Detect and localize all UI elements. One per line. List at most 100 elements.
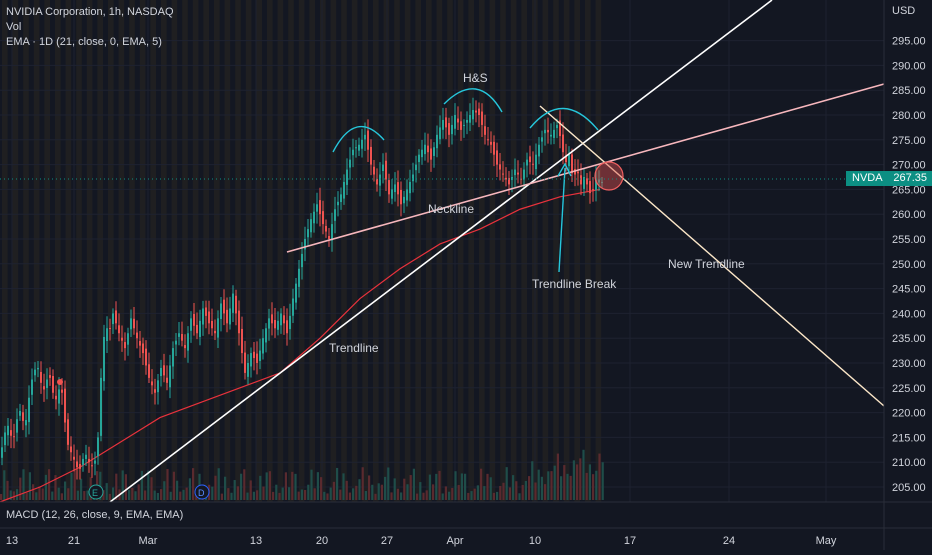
volume-bar (435, 473, 438, 500)
volume-bar (374, 493, 377, 500)
candle-body (223, 299, 225, 314)
volume-bar (188, 478, 191, 500)
legend-title[interactable]: NVIDIA Corporation, 1h, NASDAQ (6, 6, 174, 18)
candle-body (328, 236, 330, 239)
volume-bar (230, 492, 233, 500)
volume-bar (566, 473, 569, 500)
time-tick-label: 13 (250, 535, 262, 547)
volume-bar (243, 469, 246, 500)
candle-body (289, 315, 291, 330)
volume-bar (556, 453, 559, 500)
macd-label[interactable]: MACD (12, 26, close, 9, EMA, EMA) (6, 509, 184, 521)
candle-body (391, 189, 393, 199)
legend-ema[interactable]: EMA · 1D (21, close, 0, EMA, 5) (6, 36, 162, 48)
head-arc[interactable] (443, 88, 503, 113)
volume-bar (32, 484, 35, 500)
volume-bar (25, 492, 28, 500)
volume-bar (108, 493, 111, 500)
volume-bar (176, 480, 179, 500)
candle-body (103, 336, 105, 382)
volume-bar (563, 465, 566, 500)
candle-body (46, 379, 48, 388)
candle-body (355, 147, 357, 149)
candle-body (286, 320, 288, 334)
session-band (563, 0, 570, 502)
volume-bar (179, 491, 182, 500)
candle-body (517, 172, 519, 175)
volume-bar (115, 473, 118, 500)
candle-body (220, 303, 222, 320)
candle-body (568, 154, 570, 167)
hs-label: H&S (463, 71, 488, 85)
volume-bar (6, 480, 9, 500)
candle-body (460, 121, 462, 130)
candle-body (121, 337, 123, 341)
volume-bar (86, 490, 89, 500)
volume-bar (121, 470, 124, 500)
candle-body (28, 397, 30, 423)
candle-body (595, 178, 597, 190)
candle-body (55, 395, 57, 400)
price-tick-label: 270.00 (892, 160, 926, 172)
volume-bar (470, 491, 473, 500)
volume-bar (281, 487, 284, 500)
left-shoulder-arc[interactable] (332, 125, 385, 153)
candle-body (343, 181, 345, 199)
neckline-label: Neckline (428, 202, 474, 216)
volume-bar (262, 486, 265, 500)
candle-body (271, 314, 273, 324)
volume-bar (364, 490, 367, 500)
candle-body (247, 363, 249, 377)
break-highlight-circle[interactable] (594, 161, 624, 191)
session-band (192, 0, 199, 502)
last-price-symbol: NVDA (852, 172, 883, 184)
volume-bar (393, 478, 396, 500)
session-band (245, 0, 252, 502)
candle-body (208, 311, 210, 324)
session-band (574, 0, 580, 502)
candle-body (346, 169, 348, 185)
session-band (55, 0, 61, 502)
volume-bar (595, 470, 598, 500)
volume-bar (425, 490, 428, 500)
session-band (468, 0, 474, 502)
volume-bar (259, 475, 262, 500)
session-band (489, 0, 496, 502)
neckline-drawing[interactable] (286, 83, 885, 253)
volume-bar (163, 481, 166, 500)
session-band (521, 0, 527, 502)
candle-body (4, 432, 6, 446)
volume-bar (409, 475, 412, 500)
candle-body (193, 313, 195, 326)
session-band (373, 0, 379, 502)
price-tick-label: 265.00 (892, 184, 926, 196)
ema-line (0, 188, 601, 503)
volume-bar (451, 487, 454, 500)
volume-bar (304, 489, 307, 500)
volume-bar (473, 488, 476, 500)
time-tick-label: 21 (68, 535, 80, 547)
session-band (33, 0, 40, 502)
price-tick-label: 275.00 (892, 135, 926, 147)
trendline-drawing[interactable] (109, 0, 773, 503)
earnings-marker-label: E (92, 488, 98, 498)
new-trendline-drawing[interactable] (539, 105, 885, 407)
candle-body (82, 458, 84, 465)
right-shoulder-arc[interactable] (529, 107, 599, 131)
candle-body (130, 318, 132, 330)
candle-body (475, 110, 477, 113)
volume-bar (355, 485, 358, 500)
volume-bar (182, 489, 185, 500)
earnings-marker[interactable] (88, 484, 104, 500)
volume-bar (598, 453, 601, 500)
volume-bar (502, 482, 505, 500)
price-tick-label: 245.00 (892, 284, 926, 296)
price-tick-label: 240.00 (892, 308, 926, 320)
dividend-marker[interactable] (194, 484, 210, 500)
volume-bar (400, 492, 403, 500)
volume-bar (368, 475, 371, 500)
candle-body (349, 159, 351, 168)
legend-vol[interactable]: Vol (6, 21, 22, 33)
